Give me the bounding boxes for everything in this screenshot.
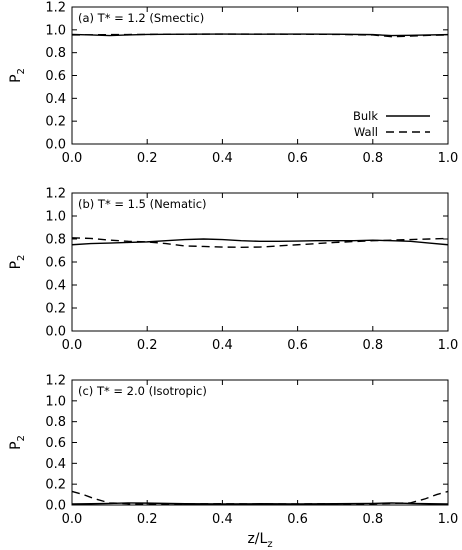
y-axis-label-sub: 2 [16, 68, 27, 74]
y-tick-label: 0.4 [45, 457, 66, 472]
x-tick-label: 1.0 [438, 512, 459, 527]
x-tick-label: 0.0 [62, 338, 83, 353]
y-tick-label: 0.8 [45, 46, 66, 61]
x-tick-label: 0.8 [362, 338, 383, 353]
plot-frame [71, 379, 449, 506]
y-tick-label: 0.6 [45, 69, 66, 84]
y-tick-label: 0.0 [45, 138, 66, 153]
y-axis-label-main: P [8, 441, 24, 449]
y-tick-label: 0.8 [45, 415, 66, 430]
x-tick-label: 0.2 [137, 512, 158, 527]
x-tick-label: 1.0 [438, 151, 459, 166]
x-tick-label: 0.4 [212, 338, 233, 353]
y-tick-label: 0.4 [45, 92, 66, 107]
x-tick-label: 0.8 [362, 151, 383, 166]
panel-title: (c) T* = 2.0 (Isotropic) [78, 384, 207, 398]
x-tick-label: 0.6 [287, 151, 308, 166]
legend-label: Bulk [353, 109, 378, 123]
series-line-wall [71, 490, 449, 505]
chart-panel-1: 0.0 0.2 0.4 0.6 0.8 1.0 1.2 0.0 0.2 0.4 0.6 0.8 1.0 P… [8, 1, 458, 167]
x-tick-label: 0.4 [212, 151, 233, 166]
panel-title: (a) T* = 1.2 (Smectic) [78, 11, 204, 25]
x-tick-label: 0.6 [287, 512, 308, 527]
y-tick-label: 0.2 [45, 302, 66, 317]
y-axis-label: P2 [8, 255, 27, 270]
y-tick-label: 0.6 [45, 436, 66, 451]
y-tick-label: 0.0 [45, 325, 66, 340]
x-tick-label: 1.0 [438, 338, 459, 353]
y-tick-label: 1.0 [45, 23, 66, 38]
y-tick-label: 0.0 [45, 499, 66, 514]
y-tick-label: 1.0 [45, 394, 66, 409]
plot-frame [71, 192, 449, 332]
y-axis-label-sub: 2 [16, 435, 27, 441]
x-axis-label-main: z/L [247, 531, 267, 547]
series-line-wall [71, 237, 449, 248]
y-tick-label: 1.0 [45, 210, 66, 225]
x-axis-label-sub: z [267, 539, 272, 550]
y-tick-label: 0.2 [45, 115, 66, 130]
x-tick-label: 0.0 [62, 512, 83, 527]
chart-panel-2: 0.0 0.2 0.4 0.6 0.8 1.0 1.2 0.0 0.2 0.4 0.6 0.8 1.0 P… [8, 187, 458, 354]
y-tick-label: 0.8 [45, 233, 66, 248]
x-tick-label: 0.8 [362, 512, 383, 527]
y-tick-label: 0.6 [45, 256, 66, 271]
chart-panel-3: 0.0 0.2 0.4 0.6 0.8 1.0 1.2 0.0 0.2 0.4 0.6 0.8 1.0 P… [8, 374, 458, 550]
x-tick-label: 0.2 [137, 338, 158, 353]
y-axis-label-sub: 2 [16, 255, 27, 261]
x-tick-label: 0.2 [137, 151, 158, 166]
y-tick-label: 0.4 [45, 279, 66, 294]
plot-frame [71, 6, 449, 145]
y-axis-label: P2 [8, 435, 27, 450]
y-axis-label: P2 [8, 68, 27, 83]
x-axis-label: z/Lz [247, 531, 272, 550]
y-axis-label-main: P [8, 74, 24, 82]
y-tick-label: 1.2 [45, 374, 66, 389]
x-tick-label: 0.0 [62, 151, 83, 166]
legend-label: Wall [354, 125, 378, 139]
y-axis-label-main: P [8, 261, 24, 269]
y-tick-label: 1.2 [45, 1, 66, 16]
y-tick-label: 0.2 [45, 478, 66, 493]
panel-title: (b) T* = 1.5 (Nematic) [78, 197, 207, 211]
y-tick-label: 1.2 [45, 187, 66, 202]
x-tick-label: 0.6 [287, 338, 308, 353]
series-line-wall [71, 33, 449, 38]
x-tick-label: 0.4 [212, 512, 233, 527]
legend: Bulk Wall [353, 109, 430, 139]
